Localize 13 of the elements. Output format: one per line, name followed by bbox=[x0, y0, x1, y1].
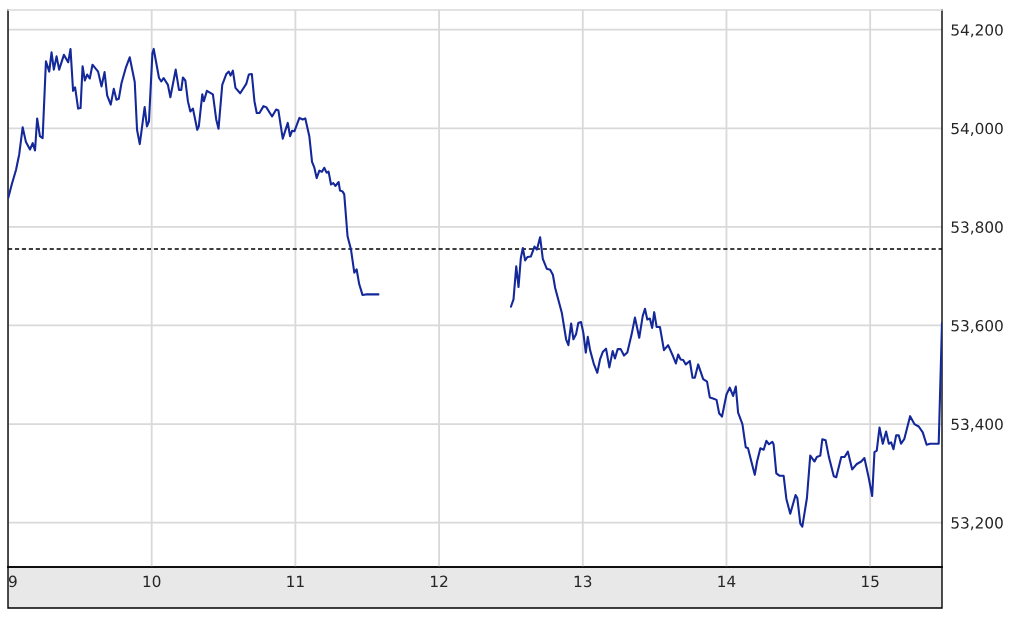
x-tick-label: 13 bbox=[574, 575, 592, 588]
y-tick-label: 53,600 bbox=[951, 319, 1003, 334]
x-tick-label: 11 bbox=[287, 575, 304, 587]
x-tick-label: 12 bbox=[431, 575, 448, 587]
y-tick-label: 54,200 bbox=[951, 24, 1003, 38]
y-tick-label: 53,400 bbox=[951, 418, 1003, 432]
x-tick-label: 15 bbox=[862, 575, 879, 588]
x-tick-label: 14 bbox=[718, 575, 736, 587]
y-tick-label: 54,000 bbox=[951, 122, 1003, 136]
x-tick-label: 10 bbox=[143, 575, 161, 588]
x-tick-label: 9 bbox=[8, 575, 17, 588]
y-tick-label: 53,800 bbox=[951, 221, 1003, 235]
y-tick-label: 53,200 bbox=[951, 517, 1003, 531]
